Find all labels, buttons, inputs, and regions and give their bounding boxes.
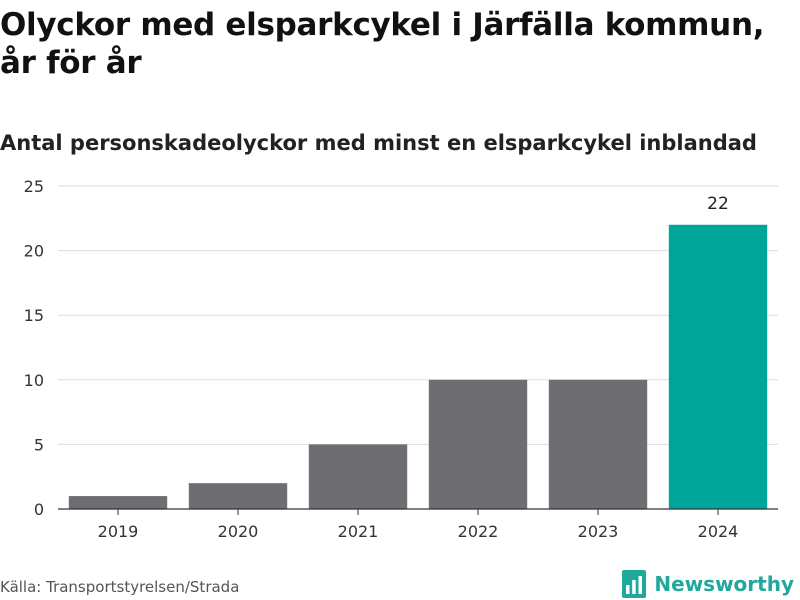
bar-chart: 0 5 10 15 20 25 22 2019 2020 2021 2022 2023 2024 — [24, 177, 778, 541]
brand-name: Newsworthy — [654, 572, 794, 596]
bar — [668, 224, 768, 509]
data-label: 22 — [707, 194, 729, 214]
gridlines — [58, 185, 778, 445]
bar — [68, 496, 168, 509]
source-note: Källa: Transportstyrelsen/Strada — [0, 578, 240, 596]
bar-chart-logo-icon — [622, 570, 647, 598]
y-tick-label: 15 — [24, 306, 44, 325]
y-tick-label: 25 — [24, 177, 44, 196]
x-tick-label: 2024 — [698, 522, 739, 541]
data-labels: 22 — [707, 194, 729, 214]
bar — [308, 444, 408, 509]
bar — [548, 379, 648, 509]
y-tick-label: 20 — [24, 242, 44, 261]
y-axis-ticks: 0 5 10 15 20 25 — [24, 177, 44, 519]
chart-subtitle: Antal personskadeolyckor med minst en el… — [0, 131, 757, 155]
x-tick-label: 2023 — [578, 522, 619, 541]
x-axis-ticks: 2019 2020 2021 2022 2023 2024 — [98, 509, 739, 541]
y-tick-label: 5 — [34, 435, 44, 454]
chart-title: Olyckor med elsparkcykel i Järfälla komm… — [0, 7, 765, 81]
y-tick-label: 0 — [34, 500, 44, 519]
bars — [68, 224, 768, 509]
x-tick-label: 2022 — [458, 522, 499, 541]
bar — [188, 483, 288, 509]
x-tick-label: 2019 — [98, 522, 139, 541]
x-tick-label: 2020 — [218, 522, 259, 541]
bar — [428, 379, 528, 509]
x-tick-label: 2021 — [338, 522, 379, 541]
brand-logo[interactable]: Newsworthy — [622, 570, 794, 598]
y-tick-label: 10 — [24, 371, 44, 390]
